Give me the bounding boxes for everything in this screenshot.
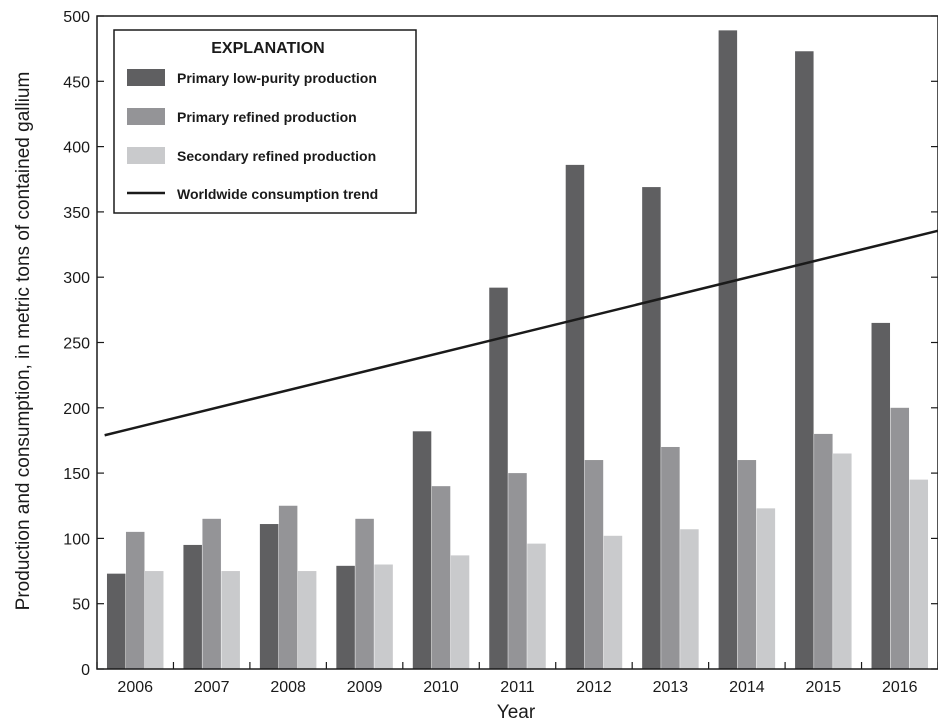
bar-secondary-refined-production-2010: [450, 555, 470, 669]
bar-secondary-refined-production-2016: [909, 479, 929, 669]
y-tick-label: 350: [63, 205, 90, 222]
bar-primary-low-purity-production-2015: [795, 51, 814, 669]
bar-secondary-refined-production-2007: [221, 571, 240, 669]
bar-primary-refined-production-2008: [278, 505, 298, 669]
x-tick-label: 2014: [729, 679, 765, 696]
legend-label-consumption-trend: Worldwide consumption trend: [177, 186, 378, 202]
y-tick-label: 100: [63, 531, 90, 548]
x-tick-label: 2007: [194, 679, 230, 696]
legend-label-primary-refined: Primary refined production: [177, 109, 357, 125]
bar-secondary-refined-production-2015: [833, 453, 852, 669]
x-tick-label: 2008: [270, 679, 306, 696]
bar-primary-refined-production-2013: [661, 446, 680, 669]
bar-primary-low-purity-production-2010: [412, 431, 432, 669]
trend-layer: [104, 229, 938, 437]
legend-swatch-primary-low-purity: [127, 69, 165, 86]
x-tick-label: 2012: [576, 679, 612, 696]
y-tick-label: 250: [63, 336, 90, 353]
bar-primary-refined-production-2009: [355, 518, 374, 669]
y-tick-label: 50: [72, 597, 90, 614]
bar-secondary-refined-production-2006: [144, 571, 164, 669]
x-tick-label: 2006: [117, 679, 153, 696]
bar-secondary-refined-production-2011: [527, 543, 546, 669]
bar-primary-low-purity-production-2011: [489, 287, 508, 669]
legend-label-primary-low-purity: Primary low-purity production: [177, 70, 377, 86]
y-tick-label: 300: [63, 270, 90, 287]
bar-primary-low-purity-production-2016: [871, 322, 891, 669]
y-tick-label: 150: [63, 466, 90, 483]
bar-secondary-refined-production-2012: [603, 535, 623, 669]
axes-layer: 0 50 100 150 200 250 300 350 400 450 500 2006 2007 20…: [63, 9, 938, 696]
bar-primary-low-purity-production-2013: [642, 187, 661, 669]
bar-primary-refined-production-2012: [584, 460, 604, 669]
bar-secondary-refined-production-2013: [680, 529, 699, 669]
y-axis-title: Production and consumption, in metric to…: [13, 72, 34, 611]
y-tick-label: 0: [81, 662, 90, 679]
y-tick-label: 450: [63, 74, 90, 91]
legend-swatch-secondary-refined: [127, 147, 165, 164]
y-tick-label: 200: [63, 401, 90, 418]
x-tick-label: 2011: [500, 679, 535, 696]
bar-primary-refined-production-2016: [890, 407, 910, 669]
x-tick-label: 2015: [806, 679, 842, 696]
x-axis-title: Year: [497, 702, 536, 723]
bar-primary-refined-production-2015: [814, 433, 833, 669]
bar-secondary-refined-production-2014: [756, 508, 776, 669]
bar-primary-low-purity-production-2006: [106, 573, 126, 669]
bar-secondary-refined-production-2009: [374, 564, 393, 669]
bar-primary-low-purity-production-2008: [259, 524, 279, 669]
x-tick-label: 2016: [882, 679, 918, 696]
bar-primary-refined-production-2014: [737, 460, 757, 669]
legend-title: EXPLANATION: [211, 40, 324, 57]
bar-primary-low-purity-production-2012: [565, 164, 585, 669]
bar-primary-low-purity-production-2009: [336, 565, 355, 669]
bar-primary-low-purity-production-2007: [183, 544, 202, 669]
legend: EXPLANATION Primary low-purity productio…: [113, 29, 417, 214]
bar-primary-refined-production-2007: [202, 518, 221, 669]
bar-primary-refined-production-2010: [431, 486, 451, 669]
x-tick-label: 2013: [653, 679, 689, 696]
y-tick-label: 400: [63, 140, 90, 157]
bar-secondary-refined-production-2008: [297, 571, 317, 669]
x-tick-label: 2010: [423, 679, 459, 696]
legend-swatch-primary-refined: [127, 108, 165, 125]
consumption-trend-line: [104, 229, 938, 437]
legend-label-secondary-refined: Secondary refined production: [177, 148, 376, 164]
bar-primary-low-purity-production-2014: [718, 30, 738, 669]
bar-primary-refined-production-2006: [125, 531, 145, 669]
bars-layer: [106, 30, 929, 669]
bar-primary-refined-production-2011: [508, 473, 527, 669]
x-tick-label: 2009: [347, 679, 383, 696]
y-tick-label: 500: [63, 9, 90, 26]
